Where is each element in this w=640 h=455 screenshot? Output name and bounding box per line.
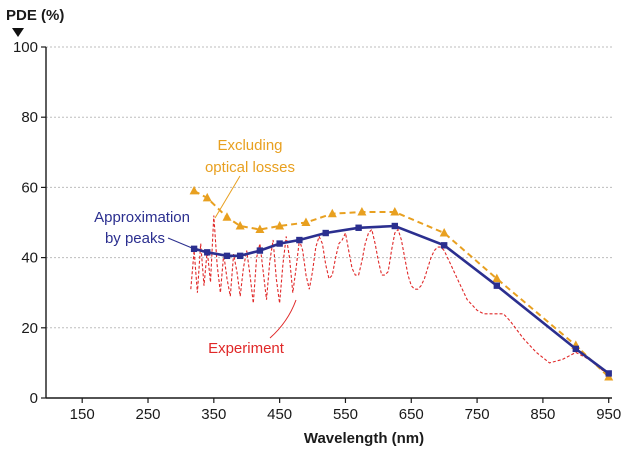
data-point-square <box>440 242 448 249</box>
data-point-triangle <box>189 185 199 195</box>
data-point-triangle <box>235 221 245 230</box>
y-axis-title-arrow-icon <box>12 28 24 37</box>
y-axis-title: PDE (%) <box>6 7 64 24</box>
data-point-square <box>493 282 501 289</box>
annotation-excluding-line2: optical losses <box>205 159 295 176</box>
data-point-triangle <box>492 273 502 283</box>
leader-excluding <box>214 175 241 219</box>
x-tick-label: 250 <box>135 406 160 423</box>
data-point-square <box>190 245 198 253</box>
x-tick-label: 950 <box>596 406 621 423</box>
leader-approximation <box>167 237 193 249</box>
y-tick-label: 80 <box>21 109 38 126</box>
series-line-experiment <box>190 215 610 378</box>
data-point-square <box>355 224 362 231</box>
annotation-approximation-line1: Approximation <box>94 209 190 226</box>
data-point-square <box>296 236 303 244</box>
series <box>189 185 614 381</box>
data-point-triangle <box>439 228 449 237</box>
data-point-triangle <box>357 206 367 216</box>
x-tick-label: 550 <box>333 406 358 423</box>
leader-experiment <box>269 299 297 339</box>
data-point-square <box>605 370 612 377</box>
data-point-triangle <box>390 206 400 216</box>
annotation-experiment: Experiment <box>208 340 285 357</box>
y-tick-label: 20 <box>21 320 38 337</box>
data-point-square <box>204 249 211 256</box>
x-tick-label: 850 <box>530 406 555 423</box>
data-point-square <box>223 252 231 260</box>
annotation-excluding-line1: Excluding <box>217 137 282 154</box>
y-tick-label: 100 <box>13 39 38 56</box>
data-point-triangle <box>255 224 265 234</box>
x-tick-label: 650 <box>399 406 424 423</box>
x-tick-label: 350 <box>201 406 226 423</box>
data-point-square <box>572 345 580 353</box>
data-point-triangle <box>202 192 212 202</box>
axes <box>45 47 612 399</box>
data-point-square <box>256 247 264 254</box>
data-point-square <box>391 222 399 230</box>
y-tick-label: 0 <box>30 390 38 407</box>
data-point-square <box>276 240 283 247</box>
data-point-triangle <box>301 217 311 226</box>
x-tick-label: 150 <box>70 406 95 423</box>
x-tick-label: 450 <box>267 406 292 423</box>
y-tick-label: 40 <box>21 250 38 267</box>
gridlines <box>46 46 612 329</box>
data-point-triangle <box>327 208 337 218</box>
annotation-approximation-line2: by peaks <box>105 230 165 247</box>
ticks: 0 20 40 60 80 100 150 250 350 450 550 650 750 850 950 <box>13 39 621 423</box>
y-tick-label: 60 <box>21 179 38 196</box>
x-axis-title: Wavelength (nm) <box>304 430 424 447</box>
x-tick-label: 750 <box>465 406 490 423</box>
data-point-square <box>322 229 329 237</box>
data-point-triangle <box>275 221 285 230</box>
data-point-square <box>236 252 244 260</box>
data-point-triangle <box>222 212 232 221</box>
